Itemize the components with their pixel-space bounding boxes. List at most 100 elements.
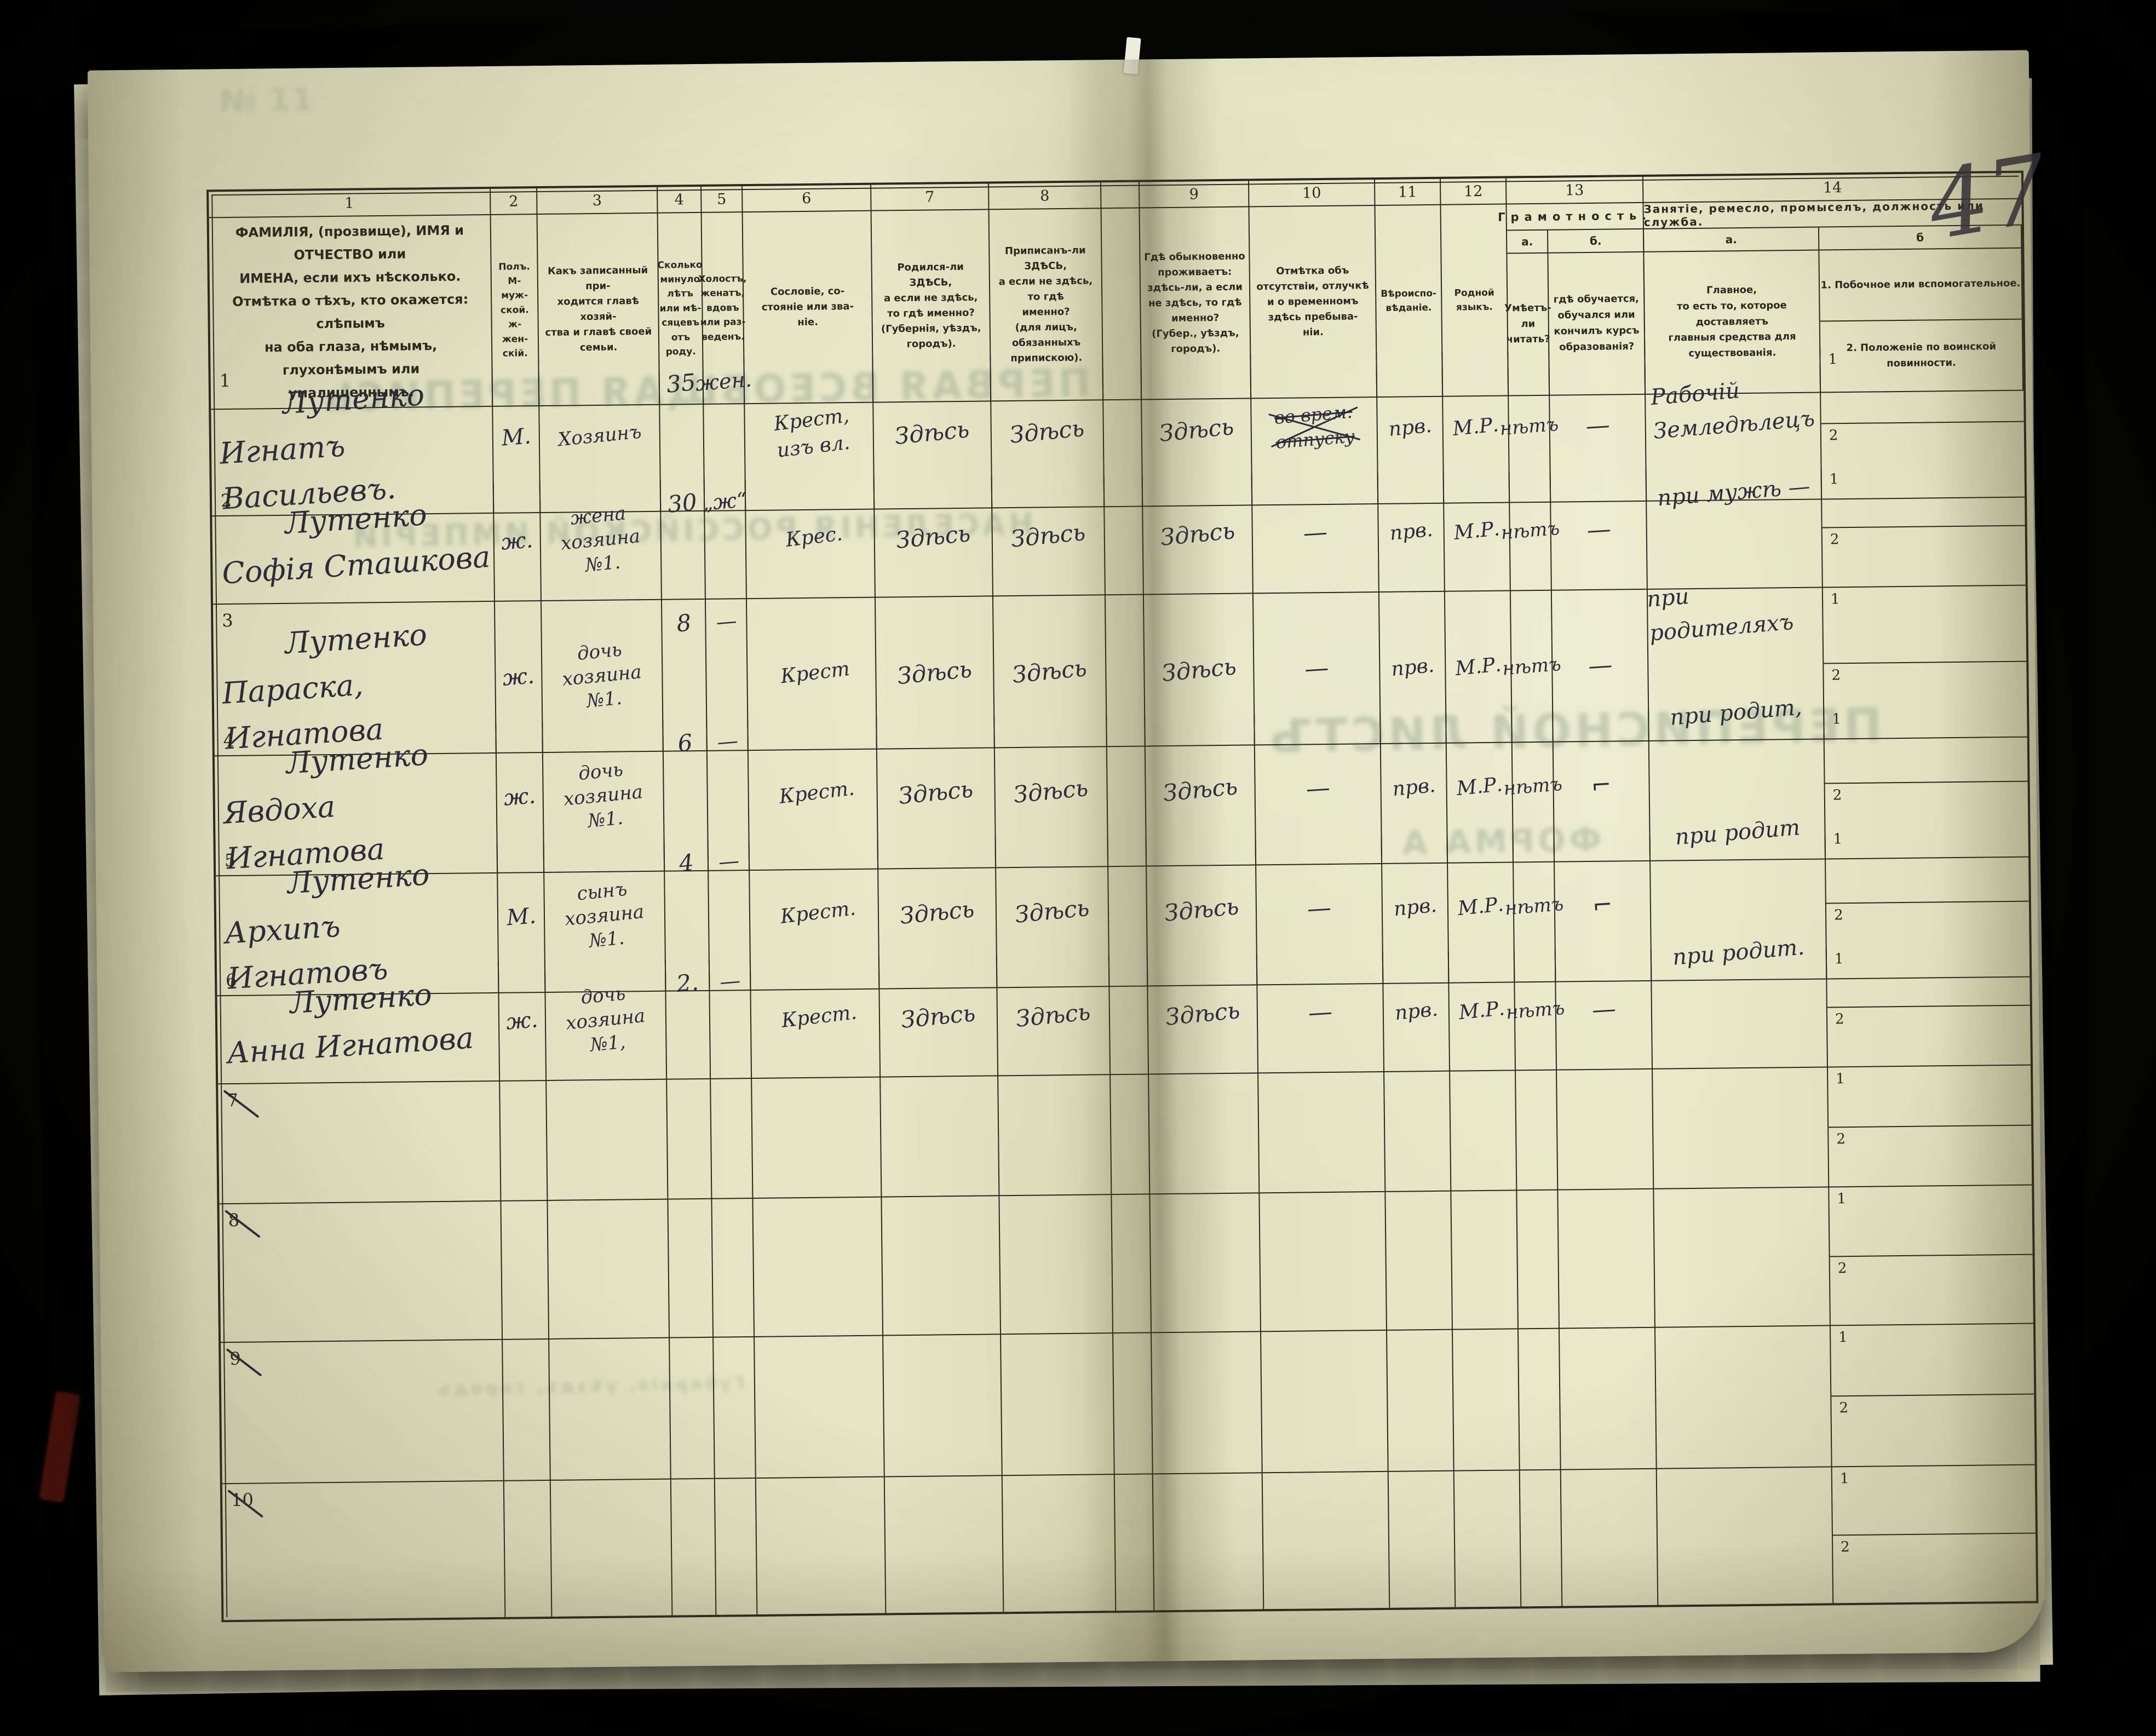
hw-marital: —: [717, 848, 740, 874]
hw-relation: сынъ хозяина №1.: [564, 878, 646, 953]
cell-religion: прв.: [1383, 951, 1451, 1072]
cell-relation: [548, 1199, 670, 1340]
cell-resides-here: [1153, 1473, 1264, 1611]
printed-sub-label-2: 2: [1839, 1400, 1849, 1417]
hw-religion: прв.: [1391, 774, 1436, 801]
hw-marital: —: [715, 608, 738, 634]
cell-religion: [1388, 1471, 1456, 1608]
cell-age: 30: [660, 479, 706, 600]
hw-absence-mark: —: [1303, 653, 1330, 683]
cell-occupation-secondary: 1 2: [1829, 1185, 2033, 1326]
cell-literacy: нѣтъ: [1505, 950, 1565, 1071]
hw-resides: Здѣсь: [1162, 772, 1239, 807]
cell-occupation-secondary: 1 2: [1826, 945, 2031, 1068]
cell-estate: [756, 1477, 887, 1614]
cell-registered-here: [1002, 1475, 1117, 1612]
hw-born: Здѣсь: [896, 656, 974, 690]
hw-born: Здѣсь: [899, 895, 976, 930]
cell-occupation-main: при родит.: [1651, 935, 1829, 1070]
hw-estate: Крест, изъ вл.: [772, 404, 851, 462]
cell-occupation-main: [1654, 1187, 1831, 1328]
occupation-side-subcell: 1: [1829, 1185, 2033, 1257]
cell-religion: [1384, 1071, 1452, 1192]
printed-sub-label-2: 2: [1835, 1010, 1844, 1027]
hw-relation: дочь хозяина №1,: [565, 982, 647, 1057]
cell-born-here: Здѣсь: [874, 476, 993, 598]
column-number: 1: [209, 188, 491, 219]
occupation-side-subcell: 1: [1824, 705, 2028, 784]
printed-sub-label-1: 1: [1833, 831, 1843, 848]
hw-religion: прв.: [1388, 518, 1434, 545]
printed-sub-label-2: 2: [1832, 786, 1842, 803]
military-status-subcell: 2: [1831, 1395, 2034, 1467]
hw-education-mark: —: [1584, 411, 1611, 441]
hw-estate: Крест.: [780, 1001, 858, 1033]
cell-resides-here: Здѣсь: [1142, 474, 1254, 595]
hw-marital: жен.: [694, 367, 753, 396]
hw-relation: дочь хозяина №1.: [561, 639, 643, 713]
cell-language: [1451, 1191, 1519, 1330]
cell-name: 7: [218, 1081, 502, 1205]
cell-education: [1561, 1469, 1659, 1606]
binding-ribbon: [38, 1390, 81, 1503]
hw-registered: Здѣсь: [1012, 774, 1090, 808]
hw-estate: [815, 1406, 823, 1407]
hw-marital: —: [718, 968, 741, 994]
cell-estate: Крест.: [750, 957, 881, 1079]
cell-education: [1558, 1189, 1655, 1329]
hw-absence-mark: —: [1307, 997, 1333, 1027]
hw-relation: дочь хозяина №1.: [562, 758, 644, 833]
cell-estate: [752, 1077, 882, 1199]
cell-resides-here: Здѣсь: [1147, 953, 1259, 1075]
hw-marital: —: [716, 728, 739, 754]
page-fold-gutter: [1112, 1194, 1152, 1334]
cell-name: 6 Лутенко Анна Игнатова: [216, 961, 501, 1085]
hw-age: 30: [666, 488, 699, 518]
cell-language: [1453, 1329, 1520, 1471]
cell-registered-here: [998, 1075, 1112, 1197]
handwritten-page-number: 47: [1921, 134, 2056, 261]
hw-sex: ж.: [505, 1007, 539, 1035]
hw-education-mark: ⌐: [1590, 771, 1613, 800]
cell-age: 2.: [665, 959, 711, 1080]
hw-religion: прв.: [1393, 998, 1439, 1025]
column-number: 9: [1140, 181, 1250, 209]
cell-born-here: [882, 1196, 1002, 1336]
occupation-side-header: 1. Побочное или вспомогательное.: [1819, 248, 2022, 322]
hw-sex: М.: [500, 423, 532, 451]
hw-language: М.Р.: [1451, 413, 1500, 441]
table-row: 7 1 2: [218, 1065, 2032, 1205]
hw-age: 6: [676, 729, 694, 757]
bleedthrough-text: № 11: [219, 82, 314, 119]
hw-religion: прв.: [1387, 414, 1433, 441]
cell-education: [1557, 1069, 1654, 1191]
hw-occupation: при мужѣ —: [1656, 474, 1812, 511]
hw-age: 35: [665, 368, 697, 398]
printed-sub-label-1: 1: [1830, 591, 1840, 608]
hw-age: 2.: [675, 968, 700, 998]
hw-name: Лутенко Софія Сташкова: [221, 497, 492, 591]
printed-sub-label-1: 1: [1829, 471, 1839, 488]
hw-resides: Здѣсь: [1164, 996, 1241, 1031]
cell-age: [670, 1337, 715, 1480]
cell-marital: [715, 1478, 758, 1615]
cell-language: [1454, 1470, 1522, 1607]
printed-sub-label-1: 1: [1834, 951, 1844, 968]
table-row: 8 1 2: [219, 1185, 2033, 1343]
hw-education-mark: —: [1585, 515, 1612, 545]
sub-header-b: б.: [1548, 229, 1645, 252]
hw-registered: Здѣсь: [1015, 998, 1092, 1032]
hw-resides: Здѣсь: [1158, 412, 1235, 447]
printed-sub-label-2: 2: [1829, 427, 1838, 444]
column-header-row: ФАМИЛІЯ, (прозвище), ИМЯ и ОТЧЕСТВО или …: [209, 199, 2024, 410]
cell-age: [667, 1079, 712, 1200]
printed-sub-label-1: 1: [1832, 711, 1842, 728]
cell-marital: —: [709, 959, 752, 1079]
hw-age: 8: [675, 609, 693, 637]
struck-out-text: во врем. отпуску: [1273, 399, 1355, 455]
page-fold-gutter: [1101, 182, 1140, 209]
cell-absence-note: [1260, 1192, 1388, 1332]
hw-sex: ж.: [502, 663, 536, 691]
cell-occupation-secondary: 1 2: [1828, 1065, 2032, 1188]
hw-born: Здѣсь: [895, 519, 972, 554]
